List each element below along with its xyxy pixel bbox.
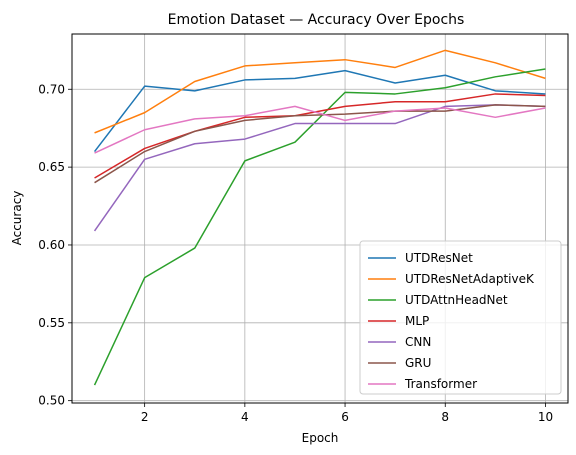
legend-label: Transformer xyxy=(404,377,477,391)
x-axis-label: Epoch xyxy=(302,431,339,445)
series-line-transformer xyxy=(95,106,546,153)
y-axis-label: Accuracy xyxy=(10,191,24,246)
series-line-utdresnetadaptivek xyxy=(95,50,546,133)
x-axis-ticks: 2 4 6 8 10 xyxy=(141,403,553,424)
legend-label: UTDResNetAdaptiveK xyxy=(405,272,535,286)
y-tick-label: 0.60 xyxy=(38,238,65,252)
legend-label: MLP xyxy=(405,314,429,328)
x-tick-label: 8 xyxy=(441,410,449,424)
y-tick-label: 0.70 xyxy=(38,82,65,96)
x-tick-label: 10 xyxy=(538,410,553,424)
y-axis-ticks: 0.50 0.55 0.60 0.65 0.70 xyxy=(38,82,72,407)
series-line-cnn xyxy=(95,105,546,231)
legend: UTDResNet UTDResNetAdaptiveK UTDAttnHeadNe… xyxy=(360,241,561,394)
y-tick-label: 0.55 xyxy=(38,316,65,330)
legend-label: UTDAttnHeadNet xyxy=(405,293,508,307)
x-tick-label: 6 xyxy=(341,410,349,424)
chart-title: Emotion Dataset — Accuracy Over Epochs xyxy=(168,12,465,28)
x-tick-label: 2 xyxy=(141,410,149,424)
legend-label: GRU xyxy=(405,356,431,370)
x-tick-label: 4 xyxy=(241,410,249,424)
y-tick-label: 0.65 xyxy=(38,160,65,174)
legend-label: CNN xyxy=(405,335,431,349)
legend-label: UTDResNet xyxy=(405,251,473,265)
y-tick-label: 0.50 xyxy=(38,394,65,408)
